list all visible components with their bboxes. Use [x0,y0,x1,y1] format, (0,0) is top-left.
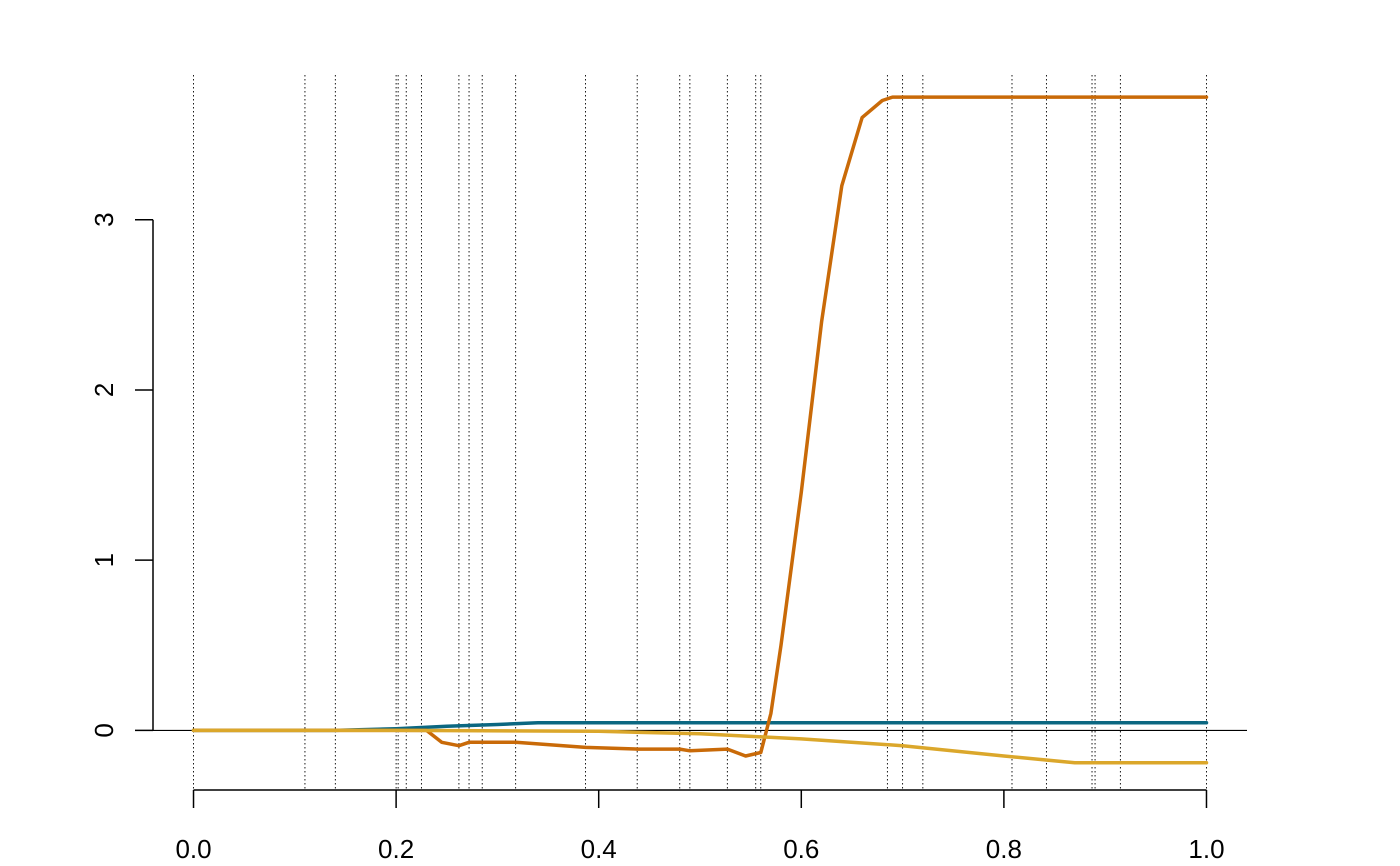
vertical-reference-lines [193,75,1207,790]
x-tick-label: 0.4 [581,834,617,864]
y-tick-label: 3 [89,212,119,226]
y-axis: 0 1 2 3 [89,212,154,738]
x-tick-label: 1.0 [1188,834,1224,864]
x-axis: 0.0 0.2 0.4 0.6 0.8 1.0 [175,789,1225,864]
series-line-3 [191,728,1209,765]
x-tick-label: 0.6 [783,834,819,864]
y-tick-label: 1 [89,553,119,567]
y-tick-label: 2 [89,383,119,397]
x-tick-label: 0.2 [378,834,414,864]
series-line-2 [191,95,1209,758]
x-tick-label: 0.0 [175,834,211,864]
y-tick-label: 0 [89,723,119,737]
x-tick-label: 0.8 [986,834,1022,864]
series-lines [191,95,1209,765]
